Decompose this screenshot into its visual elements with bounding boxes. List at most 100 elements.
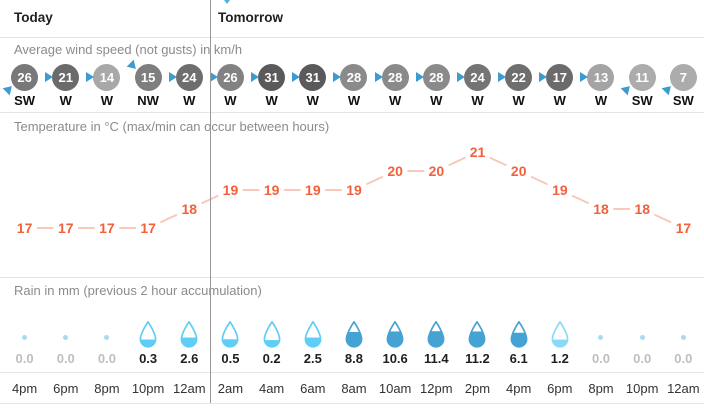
wind-column: 14 W [86,64,127,112]
rain-drop-area [622,314,663,348]
rain-drop-area [539,314,580,348]
day-divider-line [210,0,211,403]
wind-direction-label: W [100,93,114,108]
temperature-section-title: Temperature in °C (max/min can occur bet… [14,119,330,134]
wind-column: 21 W [45,64,86,112]
wind-column: 28 W [333,64,374,112]
wind-speed-value: 28 [422,64,450,91]
wind-row: 26 SW 21 W 14 W 15 NW 24 W 26 W 31 W 31 W 28 W 28 W 28 W 24 W 22… [2,59,704,112]
wind-column: 17 W [539,64,580,112]
rain-amount-value: 10.6 [382,351,408,366]
time-label: 2pm [464,381,491,396]
rain-droplet-icon [139,321,157,348]
wind-badge: 26 [2,64,39,96]
wind-column: 26 SW [2,64,45,112]
wind-direction-label: W [594,93,608,108]
rain-column: 1.2 [539,314,580,372]
rain-amount-value: 8.8 [344,351,363,366]
wind-badge: 7 [661,64,697,96]
wind-direction-arrow-icon [498,72,507,82]
wind-column: 31 W [251,64,292,112]
wind-badge: 28 [374,64,409,91]
divider-wind [0,112,704,113]
divider-bottom [0,403,704,404]
time-label: 8pm [588,381,614,396]
wind-direction-arrow-icon [374,72,383,82]
wind-speed-value: 26 [216,64,244,91]
wind-section-title: Average wind speed (not gusts) in km/h [14,42,243,57]
wind-speed-value: 14 [93,64,121,91]
wind-direction-label: W [265,93,278,108]
wind-badge: 15 [126,59,162,91]
divider-rain [0,372,704,373]
rain-column: 6.1 [498,314,539,372]
wind-direction-label: W [306,93,319,108]
time-label: 10pm [625,381,659,396]
rain-column: 0.0 [580,314,621,372]
wind-badge: 31 [251,64,286,91]
wind-direction-arrow-icon [539,72,548,82]
rain-column: 0.0 [4,314,45,372]
rain-section-title: Rain in mm (previous 2 hour accumulation… [14,283,262,298]
wind-speed-value: 17 [546,64,574,91]
day-label-tomorrow: Tomorrow [218,10,283,25]
rain-drop-area [416,314,457,348]
wind-direction-label: W [471,93,484,108]
temp-value-label: 20 [429,163,445,179]
rain-amount-value: 11.4 [424,351,449,366]
wind-column: 26 W [209,64,251,112]
temp-line-segment [160,213,178,224]
wind-column: 22 W [498,64,539,112]
wind-column: 13 W [580,64,621,112]
wind-speed-value: 24 [175,64,203,91]
temp-line-segment [530,175,548,186]
temp-line-segment [571,194,590,205]
temp-value-label: 17 [58,220,74,236]
wind-direction-arrow-icon [251,72,260,82]
temp-value-label: 17 [17,220,33,236]
rain-drop-area [210,314,251,348]
temp-line-segment [489,156,507,167]
rain-amount-value: 2.6 [180,351,199,366]
rain-droplet-icon [386,321,404,348]
rain-column: 2.6 [169,314,210,372]
time-label: 10pm [131,381,165,396]
rain-drop-area [498,314,539,348]
temp-value-label: 19 [264,182,280,198]
time-label: 12am [667,381,700,396]
temp-value-label: 19 [305,182,321,198]
wind-direction-label: SW [631,93,653,108]
wind-speed-value: 31 [258,64,286,91]
wind-badge: 28 [333,64,368,91]
wind-badge: 14 [86,64,121,91]
wind-badge: 28 [415,64,450,91]
rain-column: 11.2 [457,314,498,372]
rain-drop-area [45,314,86,348]
wind-direction-label: W [553,93,566,108]
rain-drop-area [457,314,498,348]
rain-amount-value: 2.5 [303,351,322,366]
rain-amount-value: 0.0 [633,351,652,366]
wind-direction-label: W [224,93,237,108]
wind-direction-label: W [388,93,402,108]
rain-droplet-icon [180,321,198,348]
time-label: 10am [378,381,412,396]
temp-line-segment [654,213,672,224]
wind-column: 15 NW [126,59,169,112]
rain-dot-icon [639,335,645,340]
wind-badge: 22 [498,64,533,91]
wind-badge: 26 [209,64,244,91]
rain-dot-icon [22,335,28,340]
rain-column: 0.0 [45,314,86,372]
rain-column: 11.4 [416,314,457,372]
rain-amount-value: 0.0 [56,351,75,366]
wind-direction-label: W [430,93,443,108]
temp-value-label: 19 [346,182,362,198]
time-label: 4pm [506,381,532,396]
time-marker-caret-icon [221,0,233,4]
rain-droplet-icon [263,321,281,348]
rain-amount-value: 1.2 [550,351,569,366]
temperature-chart: 17 17 17 17 18 19 19 19 19 20 20 21 20 19 18 18 17 [17,144,692,236]
rain-column: 0.3 [128,314,169,372]
